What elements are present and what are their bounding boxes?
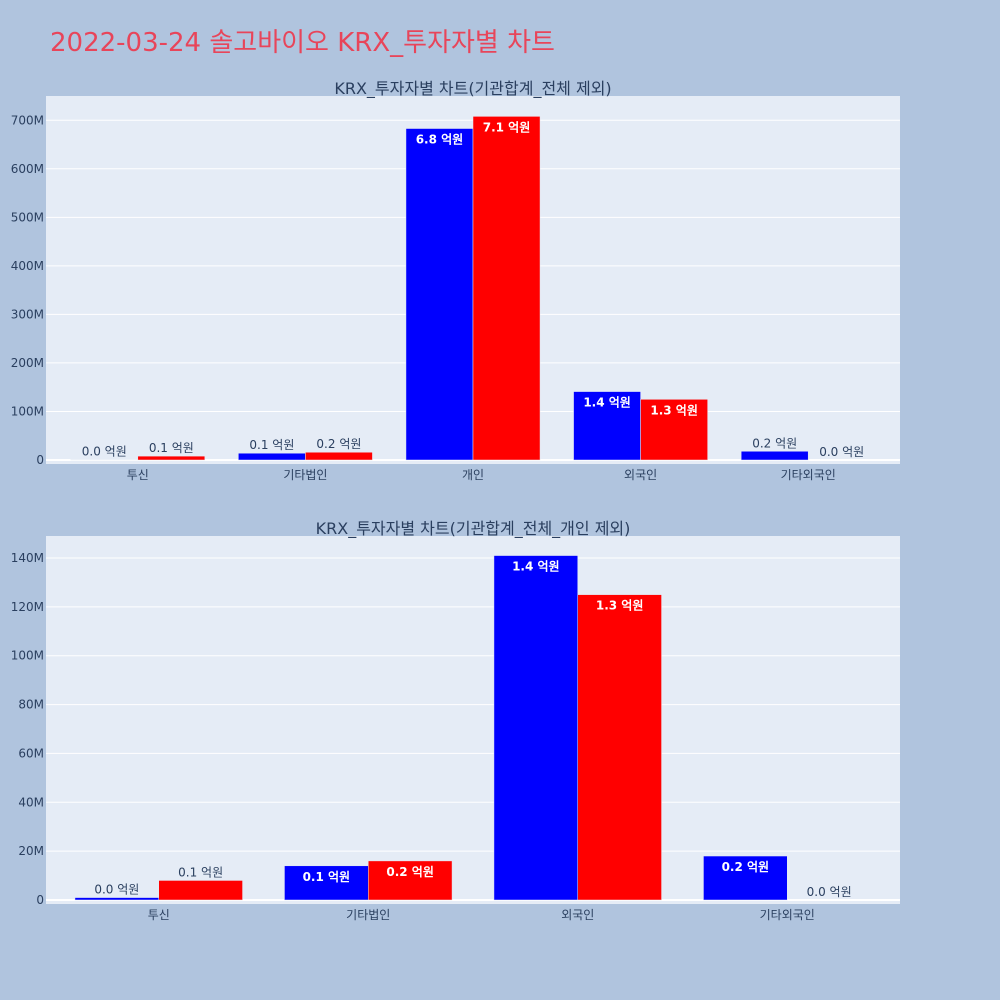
y-tick-label: 80M <box>18 698 44 712</box>
data-label: 1.3 억원 <box>596 599 644 613</box>
y-tick-label: 200M <box>11 356 44 370</box>
y-tick-label: 40M <box>18 795 44 809</box>
x-tick-label: 기타외국인 <box>781 468 836 482</box>
data-label: 1.4 억원 <box>512 560 560 574</box>
data-label: 0.1 억원 <box>249 438 294 452</box>
data-label: 0.2 억원 <box>316 437 361 451</box>
x-tick-label: 기타외국인 <box>760 908 815 922</box>
data-label: 0.2 억원 <box>386 865 434 879</box>
data-label: 0.0 억원 <box>82 445 127 459</box>
y-tick-label: 0 <box>36 893 44 907</box>
y-tick-label: 20M <box>18 844 44 858</box>
bar <box>573 391 641 461</box>
data-label: 6.8 억원 <box>416 133 464 147</box>
bar <box>405 128 474 461</box>
bar <box>493 555 579 901</box>
data-label: 1.3 억원 <box>650 403 698 417</box>
y-tick-label: 140M <box>11 551 44 565</box>
bar <box>472 116 541 461</box>
data-label: 0.0 억원 <box>819 445 864 459</box>
data-label: 0.1 억원 <box>303 870 351 884</box>
data-label: 7.1 억원 <box>483 120 531 134</box>
bar <box>238 452 306 461</box>
data-label: 0.1 억원 <box>178 865 223 879</box>
x-tick-label: 투신 <box>127 468 149 482</box>
data-label: 0.2 억원 <box>722 860 770 874</box>
x-tick-label: 외국인 <box>561 908 594 922</box>
bar <box>577 594 662 901</box>
y-tick-label: 400M <box>11 259 44 273</box>
y-tick-label: 600M <box>11 162 44 176</box>
chart-title: KRX_투자자별 차트(기관합계_전체 제외) <box>334 79 611 99</box>
y-tick-label: 120M <box>11 600 44 614</box>
y-tick-label: 300M <box>11 307 44 321</box>
x-tick-label: 개인 <box>462 468 484 482</box>
y-tick-label: 700M <box>11 113 44 127</box>
bar <box>368 860 453 901</box>
x-tick-label: 기타법인 <box>283 468 327 482</box>
y-tick-label: 100M <box>11 649 44 663</box>
x-tick-label: 외국인 <box>624 468 657 482</box>
chart-top: 0 100M 200M 300M 400M 500M 600M 700M KRX_투자자별 차트… <box>11 79 900 482</box>
bar <box>305 451 373 461</box>
y-tick-label: 100M <box>11 404 44 418</box>
bar <box>137 455 206 461</box>
data-label: 1.4 억원 <box>583 396 631 410</box>
y-tick-label: 500M <box>11 210 44 224</box>
x-tick-label: 기타법인 <box>346 908 390 922</box>
data-label: 0.0 억원 <box>807 885 852 899</box>
data-label: 0.0 억원 <box>94 883 139 897</box>
chart-bottom: 0 20M 40M 60M 80M 100M 120M 140M KRX_투자자별 차트(기관합… <box>11 519 900 922</box>
x-tick-label: 투신 <box>148 908 170 922</box>
bar <box>284 865 369 901</box>
bar <box>640 399 708 461</box>
data-label: 0.1 억원 <box>149 441 194 455</box>
bar <box>158 880 243 901</box>
data-label: 0.2 억원 <box>752 436 797 450</box>
bar <box>740 451 809 461</box>
chart-title: KRX_투자자별 차트(기관합계_전체_개인 제외) <box>316 519 631 539</box>
page-title: 2022-03-24 솔고바이오 KRX_투자자별 차트 <box>50 28 555 58</box>
y-tick-label: 60M <box>18 746 44 760</box>
plot-area <box>46 536 900 904</box>
bar <box>74 897 159 901</box>
bar <box>703 855 788 901</box>
y-tick-label: 0 <box>36 453 44 467</box>
